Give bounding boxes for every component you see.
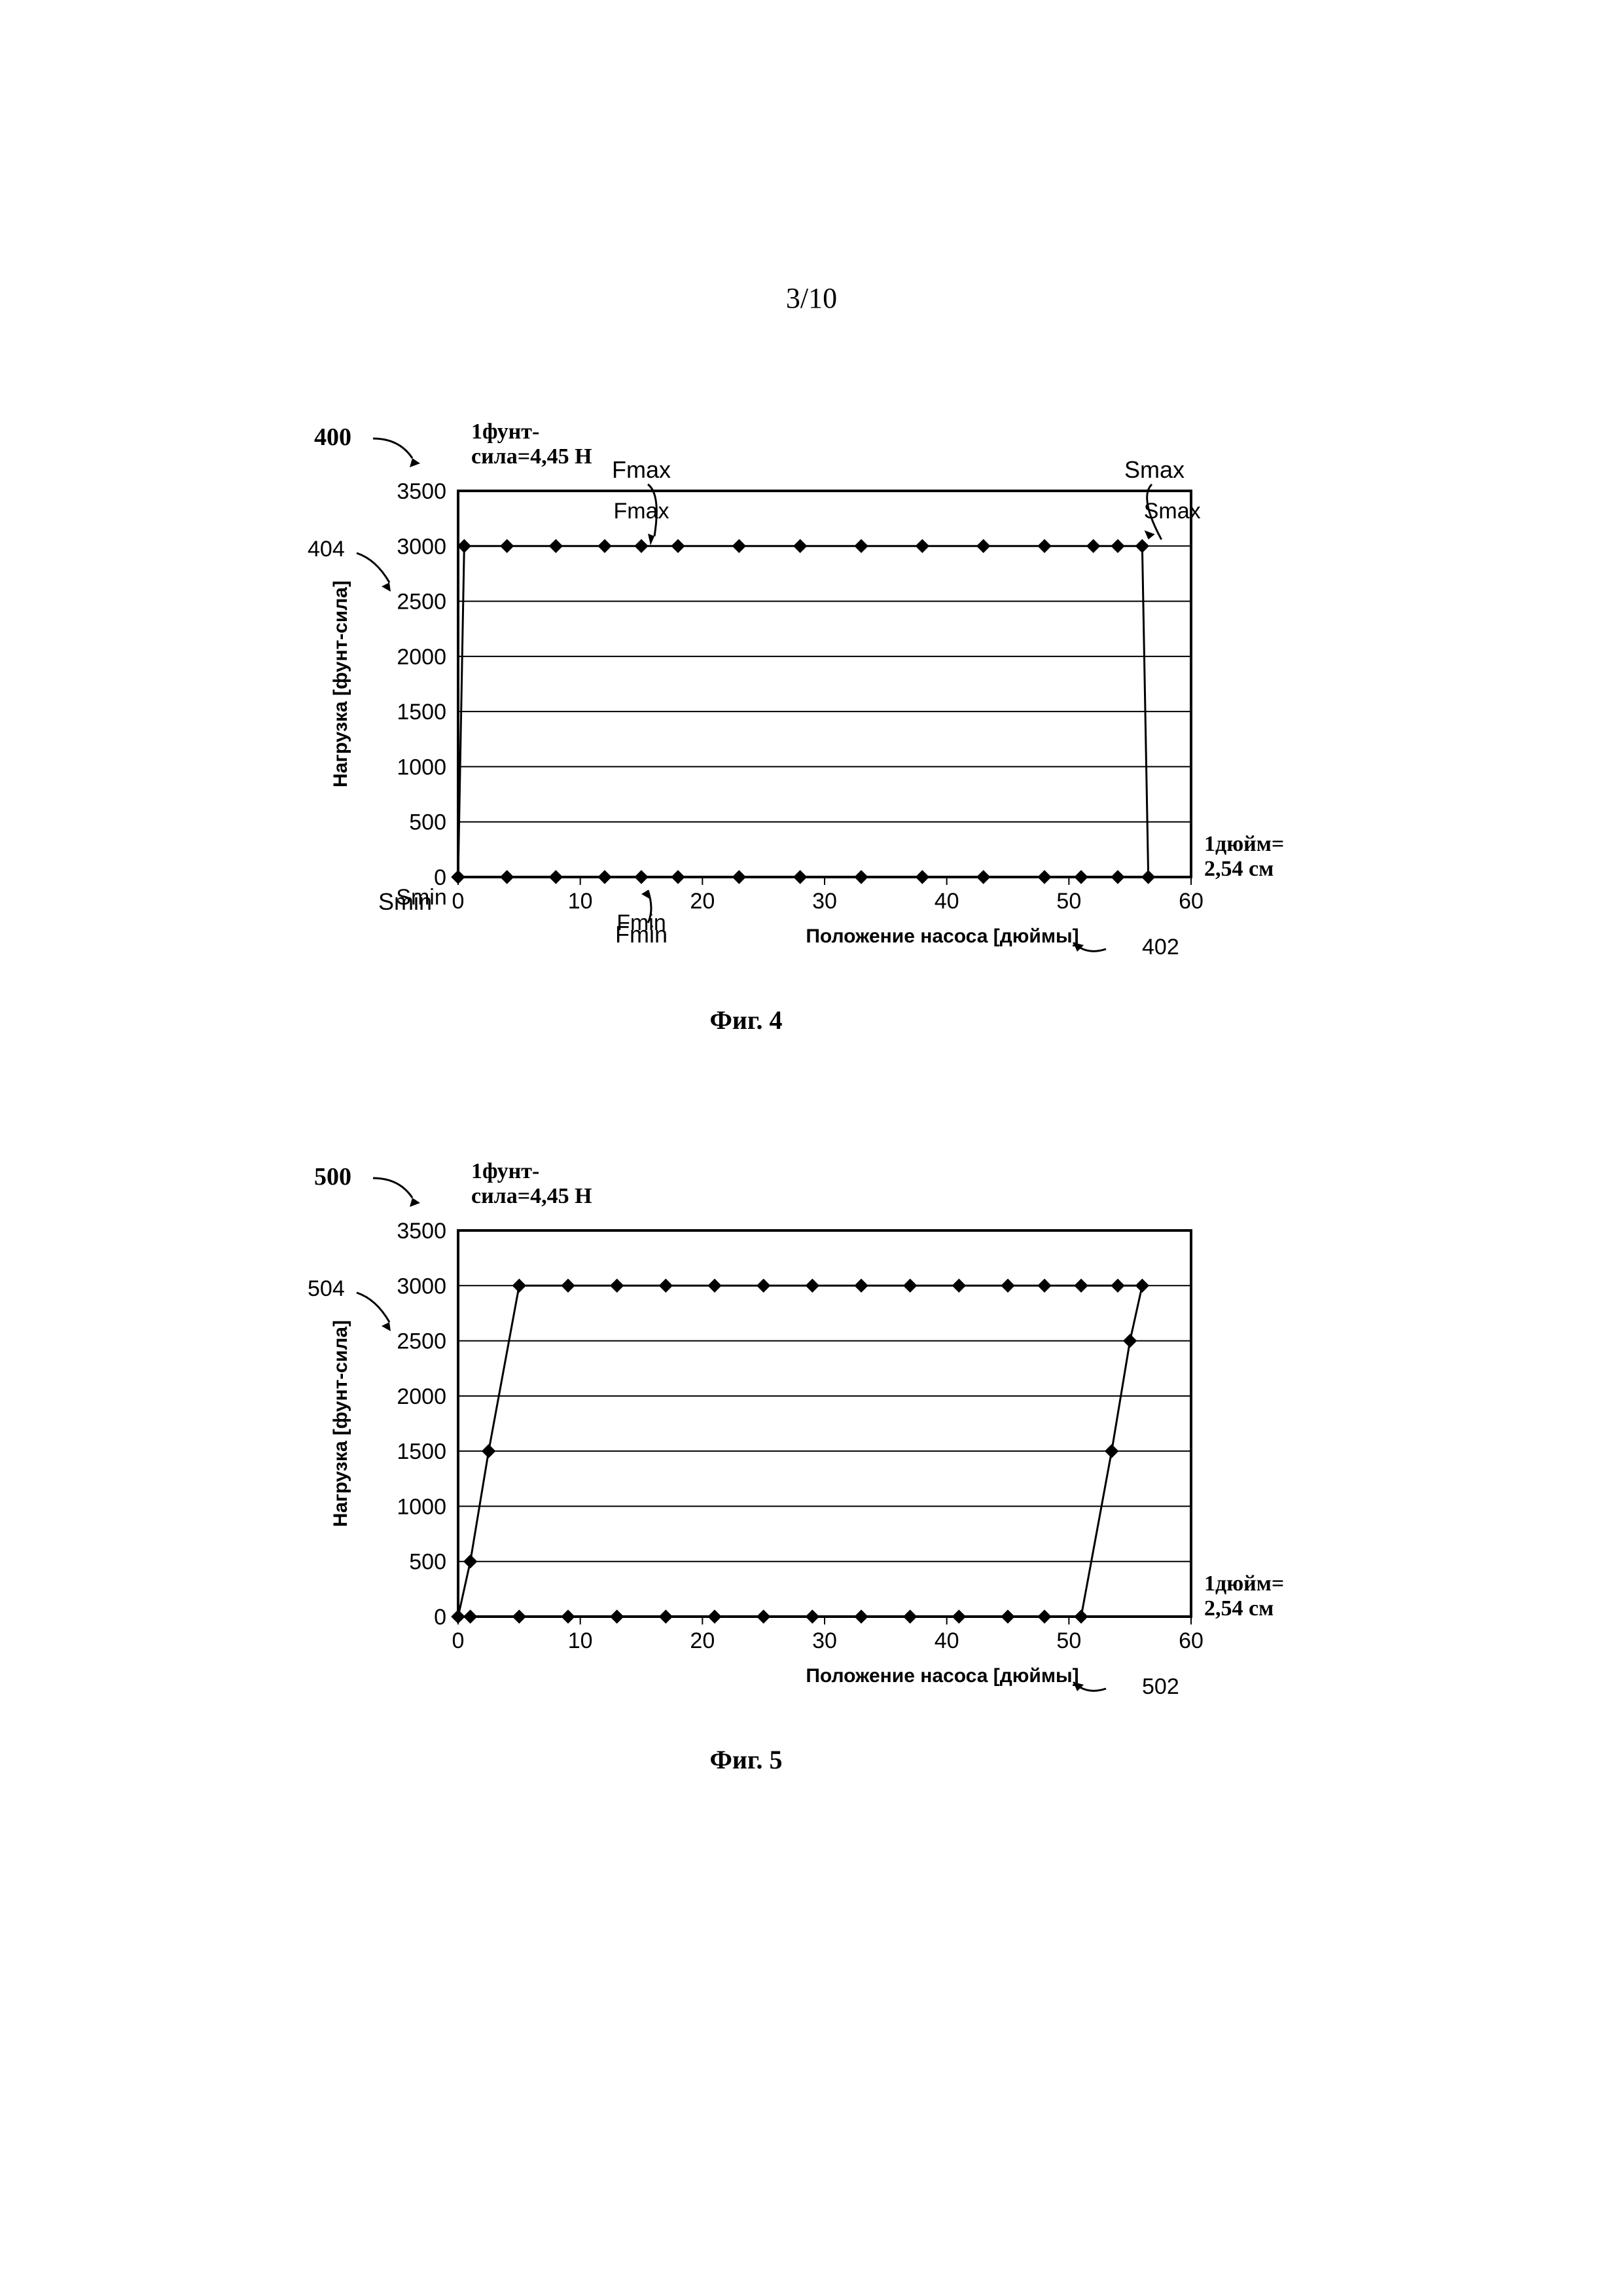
svg-text:20: 20 bbox=[690, 889, 715, 914]
svg-text:Положение насоса [дюймы]: Положение насоса [дюймы] bbox=[806, 1665, 1079, 1687]
svg-text:60: 60 bbox=[1179, 1628, 1204, 1653]
svg-text:2000: 2000 bbox=[397, 1384, 446, 1409]
svg-text:1000: 1000 bbox=[397, 755, 446, 780]
figure-4: 0500100015002000250030003500010203040506… bbox=[294, 406, 1329, 1035]
chart-fig4: 0500100015002000250030003500010203040506… bbox=[294, 406, 1329, 982]
svg-text:20: 20 bbox=[690, 1628, 715, 1653]
page: 3/10 05001000150020002500300035000102030… bbox=[0, 0, 1623, 2296]
svg-text:1000: 1000 bbox=[397, 1494, 446, 1519]
svg-text:1фунт-: 1фунт- bbox=[471, 1159, 539, 1183]
figure-5: 0 500 1000 1500 2000 2500 3000 3500 0 10 20 30 40 50 6… bbox=[294, 1145, 1329, 1775]
svg-text:500: 500 bbox=[314, 1163, 351, 1191]
svg-text:500: 500 bbox=[409, 810, 446, 835]
svg-text:сила=4,45 Н: сила=4,45 Н bbox=[471, 1184, 592, 1208]
svg-text:Fmax: Fmax bbox=[612, 456, 671, 483]
svg-text:сила=4,45 Н: сила=4,45 Н bbox=[471, 444, 592, 469]
svg-text:Нагрузка [фунт-сила]: Нагрузка [фунт-сила] bbox=[330, 581, 351, 787]
svg-text:0: 0 bbox=[452, 1628, 465, 1653]
svg-text:40: 40 bbox=[935, 1628, 959, 1653]
svg-text:Smax: Smax bbox=[1124, 456, 1185, 483]
svg-text:10: 10 bbox=[568, 1628, 593, 1653]
svg-text:Fmax: Fmax bbox=[614, 499, 669, 524]
svg-text:0: 0 bbox=[452, 889, 465, 914]
chart-fig5: 0 500 1000 1500 2000 2500 3000 3500 0 10 20 30 40 50 6… bbox=[294, 1145, 1329, 1721]
svg-text:504: 504 bbox=[308, 1276, 345, 1301]
svg-text:404: 404 bbox=[308, 537, 345, 562]
svg-text:30: 30 bbox=[812, 889, 837, 914]
svg-text:2,54 см: 2,54 см bbox=[1204, 1596, 1274, 1621]
svg-text:10: 10 bbox=[568, 889, 593, 914]
svg-text:0: 0 bbox=[434, 1605, 446, 1630]
svg-text:Fmin: Fmin bbox=[615, 921, 668, 948]
svg-text:2500: 2500 bbox=[397, 590, 446, 615]
svg-text:2000: 2000 bbox=[397, 645, 446, 670]
svg-text:3000: 3000 bbox=[397, 534, 446, 559]
svg-text:2500: 2500 bbox=[397, 1329, 446, 1354]
svg-text:1дюйм=: 1дюйм= bbox=[1204, 1571, 1284, 1596]
svg-text:Положение насоса [дюймы]: Положение насоса [дюймы] bbox=[806, 925, 1079, 947]
svg-text:1500: 1500 bbox=[397, 1439, 446, 1464]
caption-fig4: Фиг. 4 bbox=[294, 1005, 1198, 1035]
svg-text:50: 50 bbox=[1056, 889, 1081, 914]
svg-text:50: 50 bbox=[1056, 1628, 1081, 1653]
svg-text:40: 40 bbox=[935, 889, 959, 914]
svg-text:500: 500 bbox=[409, 1550, 446, 1575]
svg-text:60: 60 bbox=[1179, 889, 1204, 914]
svg-text:Нагрузка [фунт-сила]: Нагрузка [фунт-сила] bbox=[330, 1320, 351, 1527]
svg-text:3500: 3500 bbox=[397, 479, 446, 504]
svg-text:3500: 3500 bbox=[397, 1219, 446, 1244]
svg-text:400: 400 bbox=[314, 423, 351, 451]
svg-text:502: 502 bbox=[1142, 1674, 1179, 1699]
caption-fig5: Фиг. 5 bbox=[294, 1744, 1198, 1775]
svg-text:30: 30 bbox=[812, 1628, 837, 1653]
svg-text:402: 402 bbox=[1142, 935, 1179, 960]
svg-text:1дюйм=: 1дюйм= bbox=[1204, 832, 1284, 856]
svg-text:3000: 3000 bbox=[397, 1274, 446, 1299]
svg-text:1500: 1500 bbox=[397, 700, 446, 725]
svg-text:1фунт-: 1фунт- bbox=[471, 420, 539, 444]
page-number: 3/10 bbox=[786, 281, 837, 315]
svg-text:2,54 см: 2,54 см bbox=[1204, 857, 1274, 881]
svg-text:Smin: Smin bbox=[378, 888, 432, 915]
